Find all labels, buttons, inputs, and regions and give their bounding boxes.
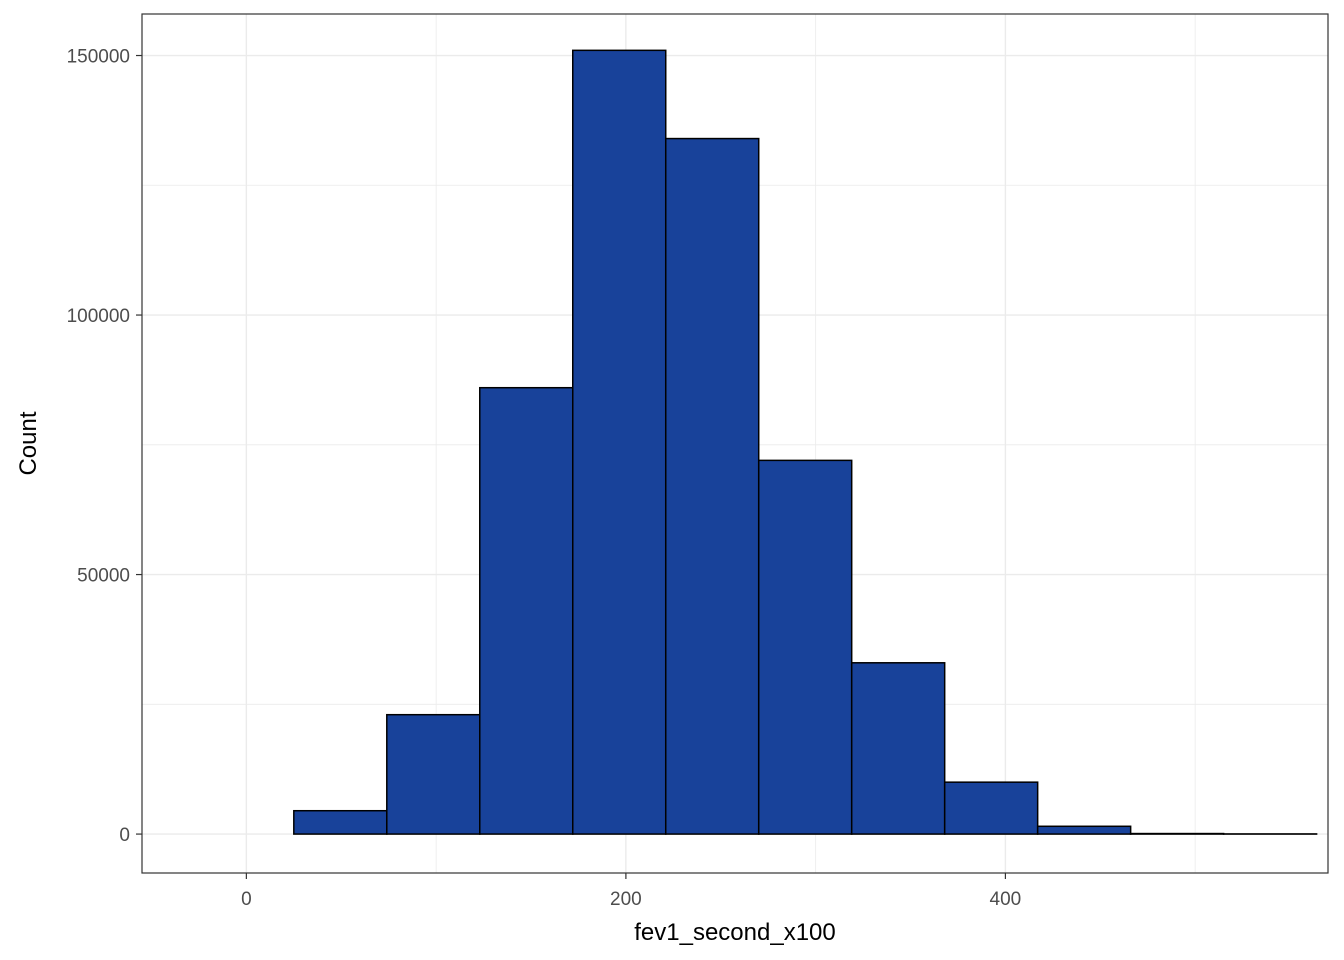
y-tick-label: 100000 [67,306,130,327]
histogram-bar [1036,825,1132,835]
histogram-bar [479,386,574,835]
histogram-bar [664,137,760,835]
y-axis-title: Count [15,411,42,475]
x-tick-label: 200 [610,889,642,910]
histogram-bar [1129,832,1225,835]
histogram-bars [293,49,1318,835]
histogram-bar [572,49,667,835]
y-tick-label: 50000 [77,566,130,587]
panel-border [141,13,1329,874]
axis-ticks: 0 200 400 0 50000 100000 150000 [67,47,1022,910]
histogram-bar [943,781,1039,835]
histogram-bar [757,459,853,835]
histogram-bar [386,713,481,835]
x-tick-label: 400 [990,889,1022,910]
y-tick-label: 0 [119,825,130,846]
y-tick-label: 150000 [67,47,130,68]
histogram-bar [293,809,388,835]
x-tick-label: 0 [241,889,252,910]
histogram-bar [850,662,946,835]
x-axis-title: fev1_second_x100 [634,919,836,946]
